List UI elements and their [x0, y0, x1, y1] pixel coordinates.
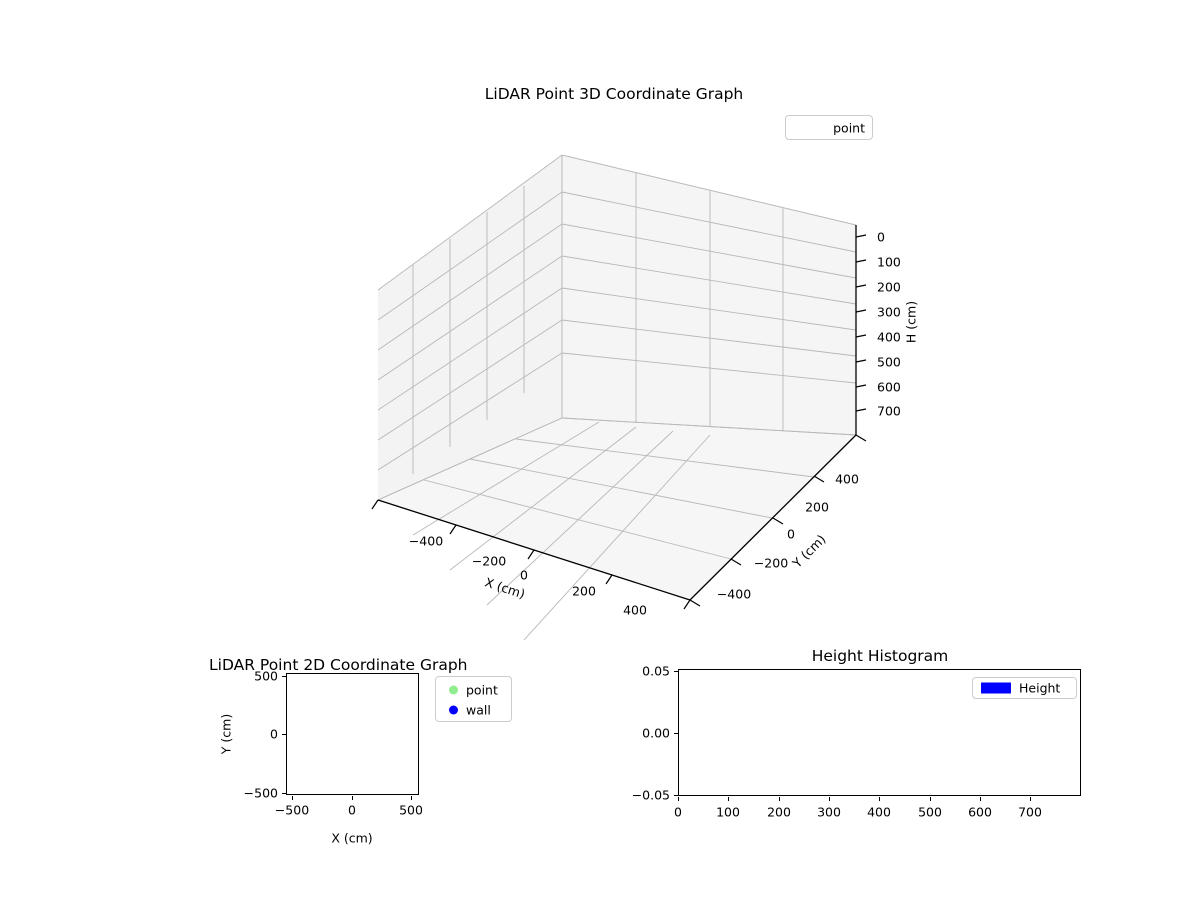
- plot3d-ytick-1: −200: [753, 555, 789, 571]
- plot2d-yaxis-label: Y (cm): [218, 713, 234, 755]
- histogram-title: Height Histogram: [811, 647, 949, 665]
- plot3d-ztick-3: 300: [877, 304, 901, 320]
- histogram-xtick-mark-5: [930, 797, 931, 801]
- histogram-xtick-600: 600: [968, 804, 992, 820]
- histogram-ytick-mark-2: [674, 795, 678, 796]
- plot2d-legend[interactable]: point wall: [435, 676, 512, 722]
- histogram-xtick-0: 0: [674, 804, 682, 820]
- histogram-xtick-500: 500: [918, 804, 942, 820]
- plot2d-legend-entry-wall[interactable]: wall: [436, 700, 511, 719]
- plot3d-xtick-4: 400: [623, 602, 647, 618]
- plot3d-xtick-3: 200: [572, 583, 596, 599]
- legend-swatch-height-icon: [981, 682, 1011, 694]
- histogram-xtick-mark-4: [879, 797, 880, 801]
- plot3d-ytick-0: −400: [716, 586, 752, 602]
- plot2d-xtick-mark-0: [292, 796, 293, 800]
- histogram-ytick-0.00: 0.00: [642, 725, 670, 741]
- histogram-xtick-100: 100: [716, 804, 740, 820]
- plot2d-ytick-500: 500: [254, 668, 278, 684]
- plot2d-legend-label-wall: wall: [466, 702, 491, 717]
- plot2d-xtick-mark-1: [352, 796, 353, 800]
- histogram-xtick-mark-6: [980, 797, 981, 801]
- plot3d-ztick-0: 0: [877, 229, 885, 245]
- plot3d-ztick-7: 700: [877, 403, 901, 419]
- plot2d-title: LiDAR Point 2D Coordinate Graph: [209, 656, 468, 674]
- plot3d-ztick-1: 100: [877, 254, 901, 270]
- plot2d-ytick-0: 0: [270, 726, 278, 742]
- histogram-xtick-mark-1: [728, 797, 729, 801]
- histogram-xtick-mark-3: [829, 797, 830, 801]
- legend-marker-point-icon: [449, 685, 458, 694]
- plot2d-legend-entry-point[interactable]: point: [436, 680, 511, 699]
- plot3d-zaxis-label: H (cm): [903, 300, 919, 344]
- legend-marker-wall-icon: [449, 705, 458, 714]
- plot3d-legend[interactable]: point: [785, 115, 873, 140]
- plot2d-xtick-0: 0: [348, 802, 356, 818]
- plot3d-ztick-5: 500: [877, 354, 901, 370]
- plot2d-xaxis-label: X (cm): [331, 830, 373, 846]
- histogram-xtick-mark-2: [779, 797, 780, 801]
- plot2d-ytick-neg500: −500: [243, 785, 278, 801]
- histogram-xtick-700: 700: [1018, 804, 1042, 820]
- plot3d-xtick-0: −400: [408, 533, 444, 549]
- plot2d-ytick-mark-2: [282, 793, 286, 794]
- plot2d-xtick-500: 500: [399, 802, 423, 818]
- histogram-xtick-300: 300: [817, 804, 841, 820]
- histogram-ytick-neg0.05: −0.05: [631, 787, 670, 803]
- plot3d-title: LiDAR Point 3D Coordinate Graph: [484, 85, 744, 103]
- histogram-legend-label-height: Height: [1019, 680, 1061, 696]
- plot2d-xtick-neg500: −500: [274, 802, 310, 818]
- plot3d-ytick-2: 0: [787, 526, 795, 542]
- plot3d-xtick-1: −200: [471, 553, 507, 569]
- plot2d-xtick-mark-2: [411, 796, 412, 800]
- plot3d-ytick-4: 400: [835, 471, 859, 487]
- histogram-xtick-200: 200: [767, 804, 791, 820]
- histogram-ytick-mark-1: [674, 733, 678, 734]
- plot2d-ytick-mark-1: [282, 734, 286, 735]
- plot3d-ztick-4: 400: [877, 329, 901, 345]
- histogram-ytick-mark-0: [674, 671, 678, 672]
- plot2d-ytick-mark-0: [282, 676, 286, 677]
- plot2d-axes: [286, 673, 419, 795]
- plot3d-ztick-6: 600: [877, 379, 901, 395]
- plot2d-legend-label-point: point: [466, 682, 498, 697]
- histogram-ytick-0.05: 0.05: [642, 663, 670, 679]
- histogram-legend[interactable]: Height: [972, 677, 1077, 699]
- histogram-xtick-mark-0: [678, 797, 679, 801]
- plot3d-ytick-3: 200: [805, 499, 829, 515]
- histogram-xtick-400: 400: [867, 804, 891, 820]
- plot3d-xtick-2: 0: [520, 567, 528, 583]
- plot3d-ztick-2: 200: [877, 279, 901, 295]
- histogram-xtick-mark-7: [1030, 797, 1031, 801]
- plot3d-legend-label-point: point: [833, 120, 865, 135]
